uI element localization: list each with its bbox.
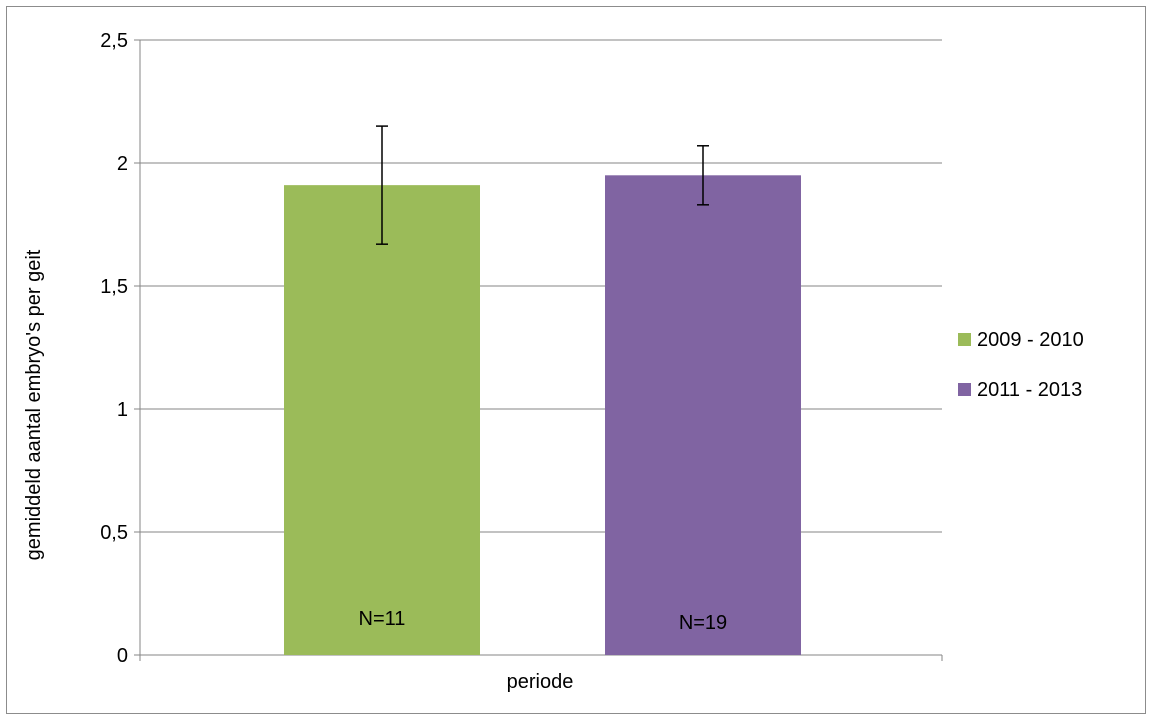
bar-1 — [284, 185, 480, 655]
y-axis-title: gemiddeld aantal embryo's per geit — [23, 249, 45, 560]
y-tick-label: 2 — [117, 153, 128, 175]
bars — [284, 175, 801, 656]
legend-label: 2009 - 2010 — [977, 329, 1084, 351]
bar-count-label: N=11 — [359, 608, 406, 630]
chart-frame — [6, 6, 1146, 714]
bar-count-label: N=19 — [679, 612, 727, 634]
y-tick-label: 2,5 — [100, 30, 128, 52]
y-tick-label: 1,5 — [100, 276, 128, 298]
legend-label: 2011 - 2013 — [977, 379, 1082, 401]
y-tick-label: 0 — [117, 645, 128, 667]
x-axis-title: periode — [507, 671, 574, 693]
axes — [134, 39, 943, 661]
y-tick-labels: 0 0,5 1 1,5 2 2,5 — [100, 30, 128, 667]
legend: 2009 - 2010 2011 - 2013 — [958, 329, 1084, 401]
bar-labels: N=11 N=19 — [359, 608, 728, 634]
y-tick-label: 0,5 — [100, 522, 128, 544]
legend-swatch — [958, 333, 971, 346]
y-tick-label: 1 — [117, 399, 128, 421]
gridlines — [140, 39, 942, 533]
bar-2 — [605, 175, 801, 656]
legend-swatch — [958, 383, 971, 396]
error-bars — [376, 125, 709, 245]
